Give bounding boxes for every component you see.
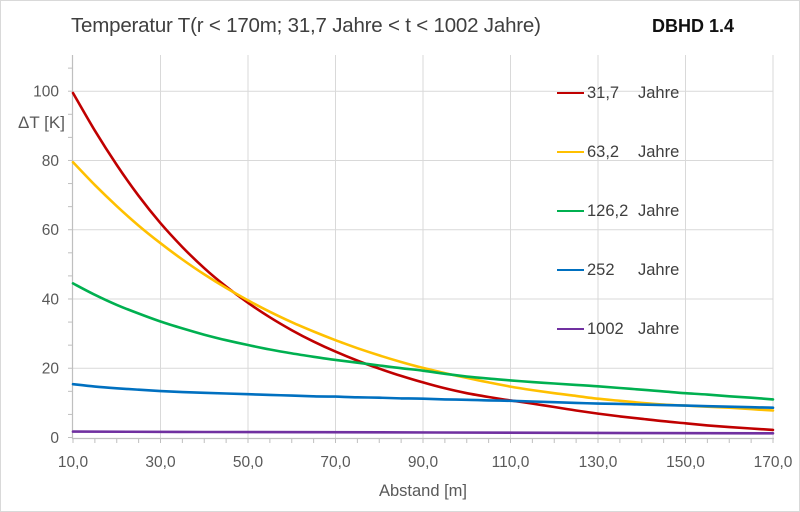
x-tick-label: 50,0 <box>233 454 264 471</box>
chart-title: Temperatur T(r < 170m; 31,7 Jahre < t < … <box>71 14 541 37</box>
y-axis-title: ΔT [K] <box>18 113 65 132</box>
legend-value: 63,2 <box>587 142 620 161</box>
legend-unit: Jahre <box>638 83 680 102</box>
legend-value: 31,7 <box>587 83 620 102</box>
x-tick-label: 150,0 <box>666 454 705 471</box>
legend-item: 252 Jahre <box>557 260 679 280</box>
curve-1002-jahre <box>71 430 775 435</box>
legend-unit: Jahre <box>638 260 680 279</box>
y-tick-label: 100 <box>33 84 59 101</box>
x-tick-label: 130,0 <box>579 454 618 471</box>
x-tick-label: 90,0 <box>408 454 439 471</box>
legend-value: 252 <box>587 260 615 279</box>
y-tick-label: 60 <box>42 222 60 239</box>
x-tick-label: 110,0 <box>492 454 530 471</box>
legend-value: 1002 <box>587 319 624 338</box>
curve-252-jahre <box>71 382 775 409</box>
version-tag: DBHD 1.4 <box>652 16 735 36</box>
legend-unit: Jahre <box>638 142 680 161</box>
y-tick-label: 0 <box>50 430 59 447</box>
x-tick-label: 70,0 <box>320 454 351 471</box>
legend-line-swatch <box>557 209 584 213</box>
legend-item: 126,2 Jahre <box>557 201 679 221</box>
legend-line-swatch <box>557 327 584 331</box>
y-tick-label: 20 <box>42 361 60 378</box>
legend-line-swatch <box>557 268 584 272</box>
legend-line-swatch <box>557 150 584 154</box>
legend-unit: Jahre <box>638 319 680 338</box>
legend-item: 63,2 Jahre <box>557 142 679 162</box>
x-tick-label: 10,0 <box>58 454 89 471</box>
x-axis-title: Abstand [m] <box>378 482 468 500</box>
x-tick-label: 30,0 <box>145 454 176 471</box>
legend-unit: Jahre <box>638 201 680 220</box>
x-tick-label: 170,0 <box>754 454 793 471</box>
legend-item: 1002 Jahre <box>557 319 679 339</box>
y-tick-label: 40 <box>42 291 60 308</box>
legend-value: 126,2 <box>587 201 629 220</box>
curve-126-2-jahre <box>71 282 775 401</box>
legend-item: 31,7 Jahre <box>557 83 679 103</box>
curve-31-7-jahre <box>71 91 775 432</box>
legend-line-swatch <box>557 91 584 95</box>
y-tick-label: 80 <box>42 153 60 170</box>
